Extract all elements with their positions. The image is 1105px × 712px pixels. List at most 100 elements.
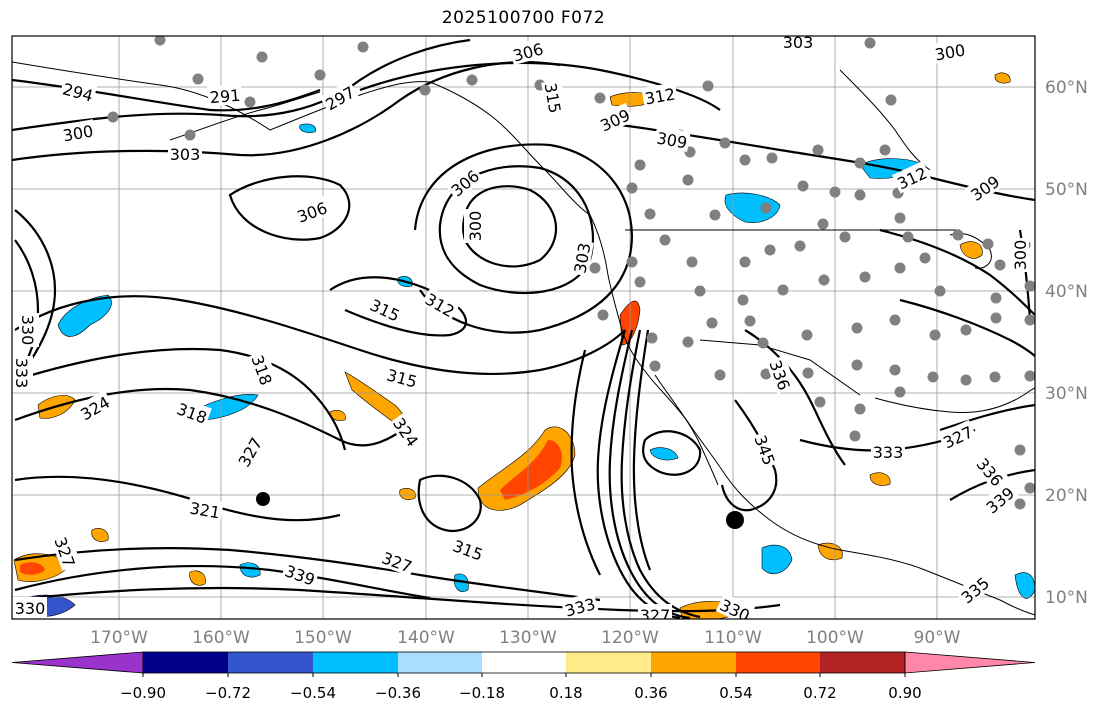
latitude-label: 50°N — [1045, 180, 1088, 200]
shade-blue-small-1 — [239, 562, 261, 578]
station-dot — [419, 84, 431, 96]
station-dot — [694, 285, 706, 297]
colorbar-tick-label: 0.36 — [634, 684, 667, 702]
station-dot — [744, 315, 756, 327]
station-dot — [1014, 444, 1026, 456]
station-dot — [702, 80, 714, 92]
station-dot — [597, 309, 609, 321]
station-dot — [739, 256, 751, 268]
station-dot — [885, 94, 897, 106]
station-dot — [709, 209, 721, 221]
contour-label: 330 — [15, 599, 46, 618]
station-dot — [894, 386, 906, 398]
coast-gulf — [874, 387, 1035, 413]
contour-jet-5 — [570, 349, 601, 576]
shade-orange-mexico — [817, 542, 843, 561]
shade-orange-small-1 — [399, 488, 416, 500]
contour-label: 333 — [12, 358, 31, 389]
contour-label-bg — [186, 496, 224, 522]
longitude-label: 170°W — [90, 628, 148, 648]
contour-label-bg — [964, 169, 1005, 206]
station-dot — [686, 256, 698, 268]
shade-blue-small-2 — [299, 123, 316, 133]
station-dot — [184, 129, 196, 141]
contour-345 — [720, 399, 778, 512]
station-dot — [927, 371, 939, 383]
colorbar — [11, 651, 1036, 674]
contour-label-bg — [715, 592, 756, 619]
contour-label-bg — [319, 79, 360, 115]
station-dot — [626, 256, 638, 268]
station-dot — [594, 92, 606, 104]
station-dot — [802, 367, 814, 379]
contour-label-bg — [972, 451, 1010, 491]
colorbar-segment — [820, 652, 905, 673]
station-dot — [889, 314, 901, 326]
latitude-label: 60°N — [1045, 78, 1088, 98]
station-dot — [706, 317, 718, 329]
shade-blue-west — [57, 294, 112, 337]
contour-jet-4 — [632, 329, 652, 571]
station-dot — [960, 324, 972, 336]
contour-324 — [14, 387, 411, 447]
station-dot — [1024, 370, 1035, 382]
colorbar-segment — [398, 652, 482, 673]
contour-300-north — [12, 38, 471, 132]
station-dot — [719, 137, 731, 149]
station-dot — [994, 259, 1006, 271]
shade-blue-small-4 — [649, 447, 679, 461]
station-dot — [894, 262, 906, 274]
colorbar-tick-label: 0.72 — [803, 684, 836, 702]
contour-label-bg — [641, 82, 679, 108]
contour-303 — [12, 61, 561, 162]
colorbar-segment — [651, 652, 736, 673]
contour-318 — [14, 347, 347, 451]
colorbar-tick-label: −0.18 — [459, 684, 505, 702]
station-dot — [801, 329, 813, 341]
contour-label-bg — [781, 36, 815, 51]
colorbar-tick-label: 0.18 — [549, 684, 582, 702]
station-dot — [1024, 280, 1035, 292]
contour-label-bg — [388, 411, 425, 452]
station-dot — [839, 231, 851, 243]
station-dot — [934, 285, 946, 297]
contour-south-loop — [417, 474, 482, 533]
station-dot — [764, 244, 776, 256]
colorbar-segment — [143, 652, 228, 673]
longitude-label: 120°W — [601, 628, 659, 648]
station-dot — [990, 312, 1002, 324]
contour-loop-mexico — [642, 430, 702, 476]
station-dot — [644, 208, 656, 220]
contour-300-loop — [462, 185, 558, 268]
contour-label-bg — [560, 591, 599, 619]
contour-east-4 — [939, 403, 1035, 432]
station-dot — [1014, 498, 1026, 510]
contour-label-bg — [891, 160, 932, 194]
station-dot — [737, 294, 749, 306]
contour-306 — [413, 143, 633, 334]
shade-orange-small-6 — [91, 528, 109, 542]
contour-label-bg — [420, 286, 461, 322]
contour-label-bg — [508, 36, 547, 66]
station-dot — [919, 252, 931, 264]
longitude-label: 140°W — [397, 628, 455, 648]
station-dot — [952, 229, 964, 241]
contour-label-bg — [871, 441, 905, 461]
station-dot — [107, 111, 119, 123]
contour-label: 300 — [466, 211, 485, 242]
longitude-label: 150°W — [294, 628, 352, 648]
station-dot — [357, 41, 369, 53]
shade-blue-canada — [724, 192, 781, 223]
station-dot — [814, 396, 826, 408]
longitude-label: 160°W — [192, 628, 250, 648]
contour-label-bg — [74, 389, 115, 425]
latitude-label: 20°N — [1045, 486, 1088, 506]
colorbar-extend-right — [904, 651, 1036, 674]
colorbar-segment — [228, 652, 313, 673]
contour-330 — [14, 586, 781, 613]
contour-label-bg — [292, 195, 332, 227]
contour-label-bg — [444, 163, 484, 201]
contour-label-bg — [19, 313, 39, 347]
station-dot — [854, 189, 866, 201]
